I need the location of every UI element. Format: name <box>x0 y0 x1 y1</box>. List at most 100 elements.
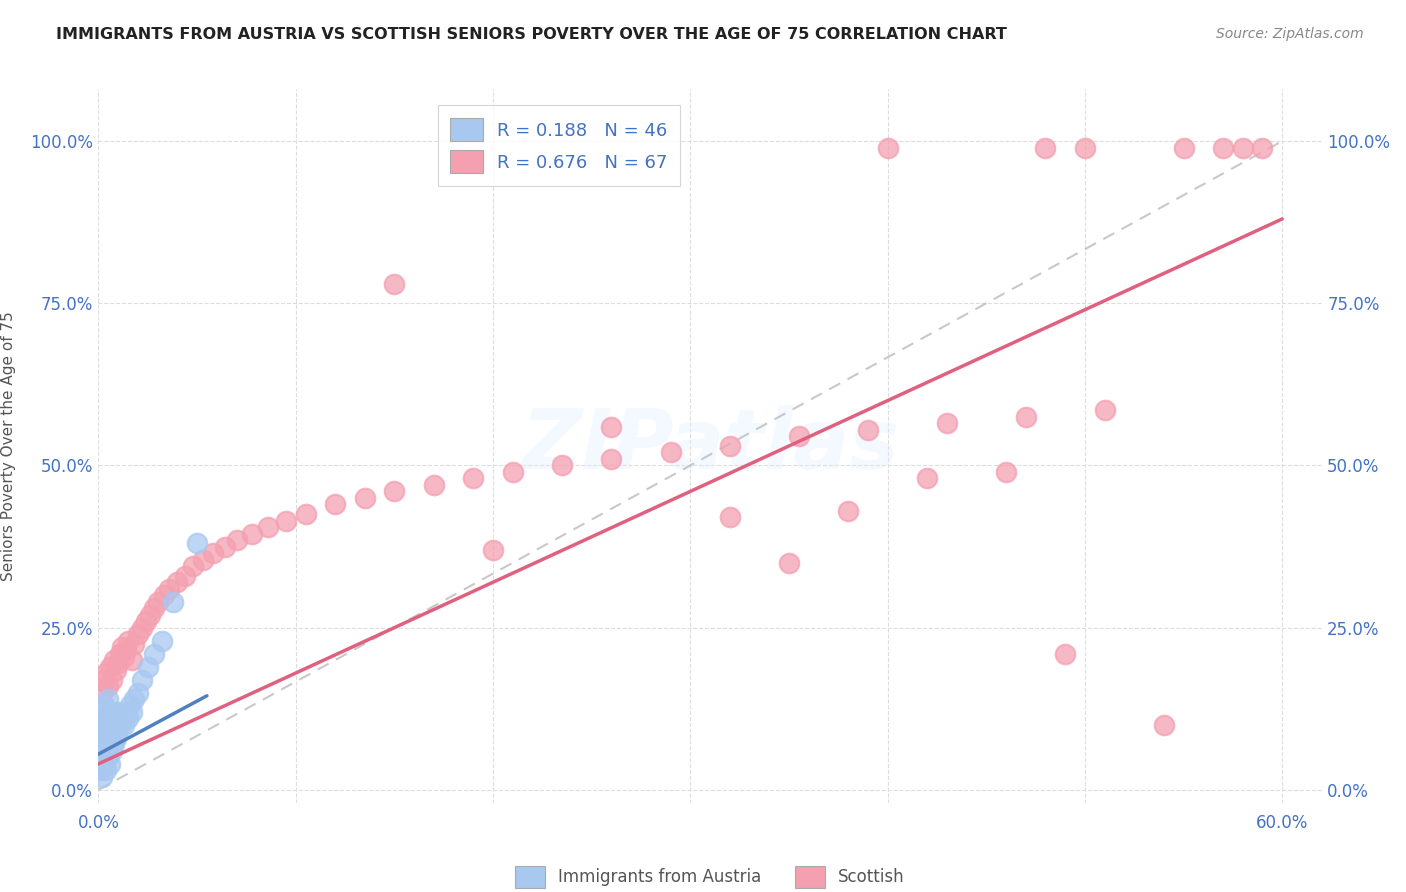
Point <box>935 417 957 431</box>
Point <box>423 478 446 492</box>
Point <box>382 484 405 499</box>
Point <box>98 659 121 673</box>
Point <box>96 744 118 758</box>
Point <box>135 614 157 628</box>
Point <box>551 458 574 473</box>
Point <box>121 705 143 719</box>
Point <box>96 724 118 739</box>
Point <box>111 640 134 654</box>
Point <box>103 653 125 667</box>
Point <box>1153 718 1175 732</box>
Point <box>1074 140 1097 154</box>
Point <box>93 756 115 771</box>
Point <box>97 750 120 764</box>
Point <box>107 705 129 719</box>
Point <box>96 705 118 719</box>
Point <box>89 764 111 778</box>
Point <box>118 698 141 713</box>
Point <box>101 744 124 758</box>
Text: ZIPatlas: ZIPatlas <box>522 406 898 486</box>
Text: Source: ZipAtlas.com: Source: ZipAtlas.com <box>1216 27 1364 41</box>
Point <box>105 711 128 725</box>
Point <box>131 621 153 635</box>
Point <box>103 718 125 732</box>
Point <box>142 601 165 615</box>
Point <box>131 673 153 687</box>
Point <box>353 491 375 505</box>
Point <box>112 718 135 732</box>
Legend: Immigrants from Austria, Scottish: Immigrants from Austria, Scottish <box>509 860 911 892</box>
Point <box>142 647 165 661</box>
Point <box>502 465 524 479</box>
Point <box>103 738 125 752</box>
Point <box>121 653 143 667</box>
Point <box>89 744 111 758</box>
Point <box>191 552 214 566</box>
Point <box>93 738 115 752</box>
Point <box>111 711 134 725</box>
Point <box>98 718 121 732</box>
Point <box>91 685 114 699</box>
Point <box>718 439 741 453</box>
Point <box>150 633 173 648</box>
Point <box>93 718 115 732</box>
Point <box>115 705 138 719</box>
Point <box>93 673 115 687</box>
Point <box>112 649 135 664</box>
Point <box>1173 140 1195 154</box>
Point <box>108 647 131 661</box>
Point <box>127 685 149 699</box>
Point <box>91 750 114 764</box>
Point <box>97 679 120 693</box>
Point <box>122 637 145 651</box>
Point <box>382 277 405 291</box>
Y-axis label: Seniors Poverty Over the Age of 75: Seniors Poverty Over the Age of 75 <box>1 311 15 581</box>
Point <box>1251 140 1274 154</box>
Point <box>186 536 208 550</box>
Point <box>97 731 120 745</box>
Point <box>117 633 139 648</box>
Point <box>778 556 800 570</box>
Point <box>152 588 174 602</box>
Point <box>97 692 120 706</box>
Point <box>127 627 149 641</box>
Point <box>257 520 280 534</box>
Point <box>1094 403 1116 417</box>
Point <box>201 546 224 560</box>
Point <box>101 705 124 719</box>
Point <box>600 452 623 467</box>
Point <box>274 514 297 528</box>
Point <box>138 607 160 622</box>
Point <box>294 507 316 521</box>
Point <box>225 533 247 547</box>
Point <box>1035 140 1057 154</box>
Point <box>107 724 129 739</box>
Point <box>93 698 115 713</box>
Point <box>994 465 1017 479</box>
Point <box>91 711 114 725</box>
Point <box>101 673 124 687</box>
Point <box>89 724 111 739</box>
Point <box>1212 140 1234 154</box>
Point <box>105 731 128 745</box>
Point <box>136 659 159 673</box>
Point <box>96 666 118 681</box>
Text: IMMIGRANTS FROM AUSTRIA VS SCOTTISH SENIORS POVERTY OVER THE AGE OF 75 CORRELATI: IMMIGRANTS FROM AUSTRIA VS SCOTTISH SENI… <box>56 27 1007 42</box>
Point <box>214 540 236 554</box>
Point <box>1054 647 1077 661</box>
Point <box>105 663 128 677</box>
Point <box>718 510 741 524</box>
Point <box>659 445 682 459</box>
Point <box>856 423 879 437</box>
Point <box>122 692 145 706</box>
Point <box>146 595 169 609</box>
Point <box>98 738 121 752</box>
Point <box>101 724 124 739</box>
Point <box>1232 140 1254 154</box>
Point <box>174 568 197 582</box>
Point <box>323 497 346 511</box>
Point <box>166 575 188 590</box>
Point <box>181 559 204 574</box>
Point <box>240 526 263 541</box>
Point <box>787 429 810 443</box>
